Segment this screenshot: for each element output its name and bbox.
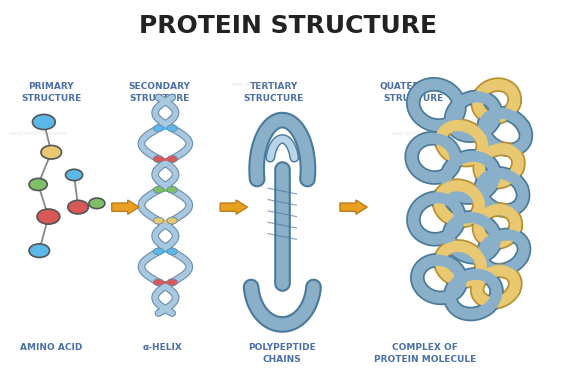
Text: TERTIARY
STRUCTURE: TERTIARY STRUCTURE [244, 82, 304, 103]
Circle shape [153, 125, 164, 132]
Circle shape [89, 198, 105, 209]
Circle shape [153, 279, 164, 286]
Circle shape [167, 248, 177, 255]
Circle shape [68, 200, 88, 214]
Polygon shape [112, 200, 139, 214]
Circle shape [41, 146, 62, 159]
Text: www.VectorMine.com: www.VectorMine.com [391, 131, 449, 136]
Text: PRIMARY
STRUCTURE: PRIMARY STRUCTURE [21, 82, 81, 103]
Circle shape [29, 244, 50, 257]
Circle shape [167, 125, 177, 132]
Text: COMPLEX OF
PROTEIN MOLECULE: COMPLEX OF PROTEIN MOLECULE [374, 343, 476, 364]
Circle shape [153, 217, 164, 224]
Circle shape [167, 156, 177, 162]
Circle shape [167, 279, 177, 286]
Text: www.VectorMine.com: www.VectorMine.com [9, 131, 67, 136]
Circle shape [153, 156, 164, 162]
Text: QUATERNARY
STRUCTURE: QUATERNARY STRUCTURE [380, 82, 448, 103]
Circle shape [153, 186, 164, 193]
Text: α-HELIX: α-HELIX [143, 343, 183, 353]
Text: POLYPEPTIDE
CHAINS: POLYPEPTIDE CHAINS [248, 343, 316, 364]
Circle shape [37, 209, 60, 224]
Text: PROTEIN STRUCTURE: PROTEIN STRUCTURE [139, 14, 437, 38]
Circle shape [32, 114, 55, 129]
Circle shape [167, 186, 177, 193]
Text: SECONDARY
STRUCTURE: SECONDARY STRUCTURE [128, 82, 191, 103]
Text: AMINO ACID: AMINO ACID [20, 343, 82, 353]
Circle shape [29, 179, 47, 190]
Polygon shape [220, 200, 248, 214]
Circle shape [153, 248, 164, 255]
Circle shape [66, 169, 82, 180]
Text: www.VectorMine.com: www.VectorMine.com [231, 82, 290, 87]
Polygon shape [340, 200, 367, 214]
Circle shape [167, 217, 177, 224]
